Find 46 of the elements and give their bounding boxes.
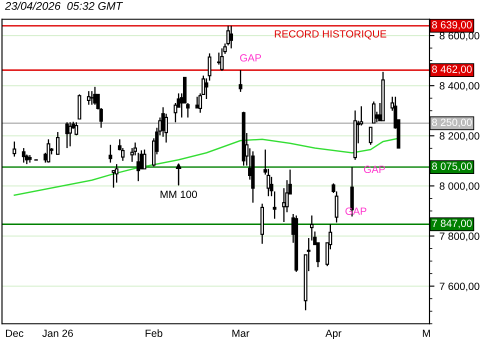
x-tick-label: Dec xyxy=(6,330,24,337)
candlestick xyxy=(46,138,50,164)
ref-line-label: 8 639,00 xyxy=(432,21,472,30)
candlestick xyxy=(372,100,376,124)
candlestick xyxy=(238,70,242,93)
x-tick-label: M xyxy=(422,330,430,337)
candlestick xyxy=(90,90,94,106)
candlestick xyxy=(108,144,112,164)
candlestick xyxy=(266,168,270,197)
ref-line-label: 8 462,00 xyxy=(432,66,472,74)
candlestick xyxy=(204,78,208,100)
candlestick xyxy=(56,131,60,155)
x-tick-label: Jan 26 xyxy=(42,330,73,337)
candlestick xyxy=(142,148,146,170)
ref-line-label: 8 250,00 xyxy=(432,118,472,128)
candlestick xyxy=(112,169,116,188)
ref-line-label: 8 075,00 xyxy=(432,162,472,172)
candlestick xyxy=(282,188,286,223)
candlestick xyxy=(208,52,212,82)
annotation: RECORD HISTORIQUE xyxy=(274,30,386,40)
candlestick xyxy=(68,122,72,147)
candlestick xyxy=(229,25,234,49)
line-series xyxy=(14,138,400,196)
candlestick xyxy=(174,102,178,123)
ref-line-label: 7 847,00 xyxy=(432,220,472,228)
candlestick xyxy=(220,48,224,72)
candlestick xyxy=(12,140,16,158)
x-tick-label: Apr xyxy=(325,330,342,340)
y-tick-label: 8 200,00 xyxy=(440,132,480,141)
candlestick xyxy=(22,147,26,164)
candlestick xyxy=(114,163,118,184)
y-tick-label: 7 600,00 xyxy=(440,282,480,292)
candlestick xyxy=(272,190,276,220)
candlestick xyxy=(74,122,78,136)
x-tick-label: Mar xyxy=(232,330,250,337)
x-tick-label: Feb xyxy=(146,329,162,337)
candlestick xyxy=(195,96,199,110)
y-tick-label: 7 800,00 xyxy=(440,232,480,242)
candlestick xyxy=(368,126,372,146)
candlestick xyxy=(78,94,82,120)
candlestick xyxy=(86,90,91,106)
y-tick-label: 8 000,00 xyxy=(440,182,480,192)
text: 23/04/2026 05:32 GMT xyxy=(4,2,124,10)
y-tick-label: 8 400,00 xyxy=(440,82,480,91)
annotation: MM 100 xyxy=(160,190,197,198)
annotation: GAP xyxy=(240,54,262,62)
